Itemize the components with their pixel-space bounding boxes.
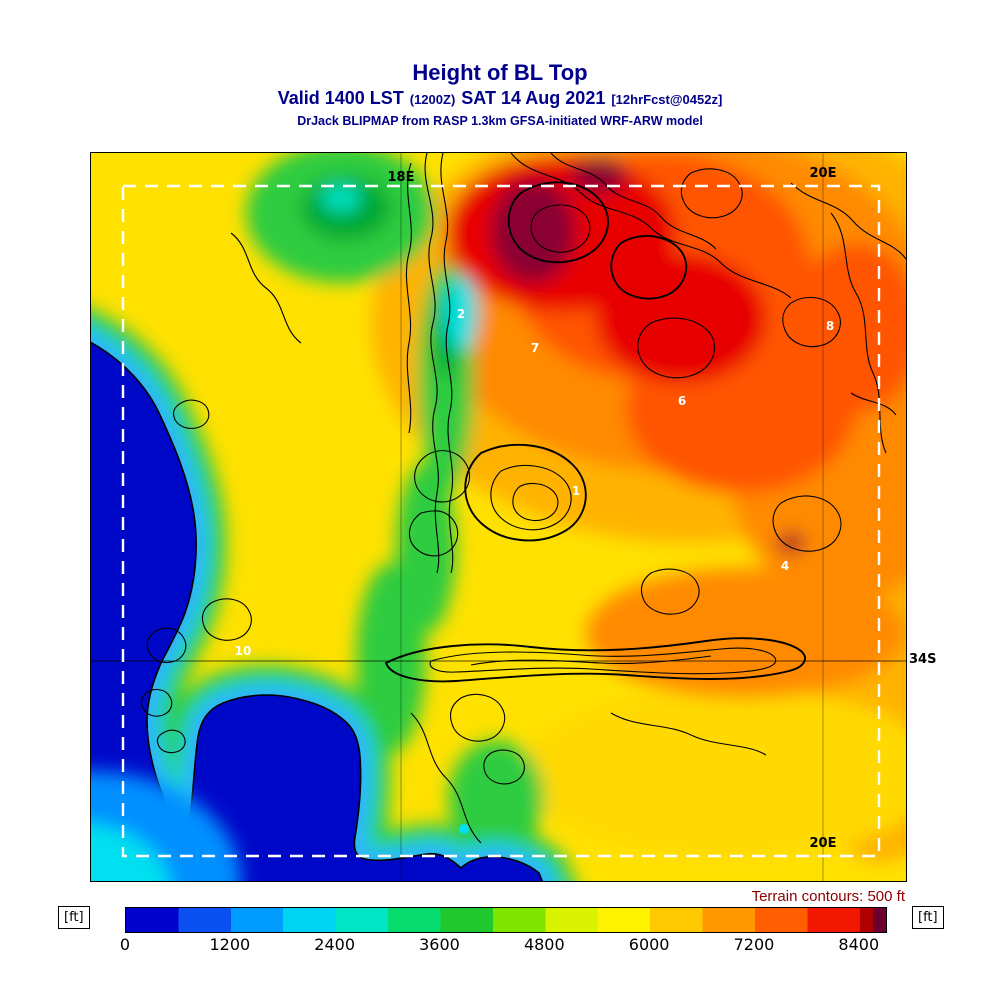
terrain-contours-note: Terrain contours: 500 ft — [751, 888, 905, 905]
lat-label-34s: 34S — [909, 652, 937, 667]
colorbar-gradient — [125, 907, 887, 933]
forecast-tag: [12hrFcst@0452z] — [611, 92, 723, 107]
model-line: DrJack BLIPMAP from RASP 1.3km GFSA-init… — [297, 114, 703, 128]
lon-label-18e-top: 18E — [388, 170, 415, 185]
valid-zulu: (1200Z) — [409, 92, 456, 107]
region-marker-1: 1 — [572, 484, 580, 498]
region-marker-4: 4 — [781, 559, 789, 573]
lon-label-20e-bottom: 20E — [810, 836, 837, 851]
region-marker-2: 2 — [457, 307, 465, 321]
valid-lst: Valid 1400 LST — [277, 88, 404, 108]
model-domain-dashed-box — [121, 184, 881, 858]
region-marker-7: 7 — [531, 341, 539, 355]
colorbar-unit-left: [ft] — [58, 906, 90, 929]
lon-label-20e-top: 20E — [810, 166, 837, 181]
colorbar-tick-label: 6000 — [628, 935, 670, 954]
colorbar-tick-label: 7200 — [733, 935, 775, 954]
bl-top-contour-map: 18E 20E 20E 1 2 4 6 7 8 10 — [91, 153, 906, 881]
colorbar-tick-label: 8400 — [838, 935, 880, 954]
header: Height of BL Top Valid 1400 LST (1200Z) SA… — [0, 60, 1000, 130]
chart-title: Height of BL Top — [412, 60, 588, 85]
colorbar-tick-label: 2400 — [314, 935, 355, 954]
colorbar-tick-label: 1200 — [209, 935, 251, 954]
valid-time-line: Valid 1400 LST (1200Z) SAT 14 Aug 2021 [12h… — [0, 86, 1000, 112]
terrain-contour-lines — [141, 153, 906, 844]
colorbar-unit-right: [ft] — [912, 906, 944, 929]
region-marker-10: 10 — [235, 644, 252, 658]
coastal-cyan-spot — [459, 824, 469, 834]
valid-date: SAT 14 Aug 2021 — [461, 88, 606, 108]
ocean-corner-gradient — [91, 771, 241, 881]
colorbar-tick-label: 4800 — [523, 935, 565, 954]
colorbar-tick-label: 3600 — [419, 935, 460, 954]
map-area: 18E 20E 20E 1 2 4 6 7 8 10 — [90, 152, 907, 882]
bl-height-color-field — [91, 153, 906, 881]
region-marker-6: 6 — [678, 394, 686, 408]
region-marker-8: 8 — [826, 319, 834, 333]
colorbar-tick-label: 0 — [119, 935, 131, 954]
colorbar-ticks: 0 1200 2400 3600 4800 6000 7200 8400 — [120, 935, 885, 955]
